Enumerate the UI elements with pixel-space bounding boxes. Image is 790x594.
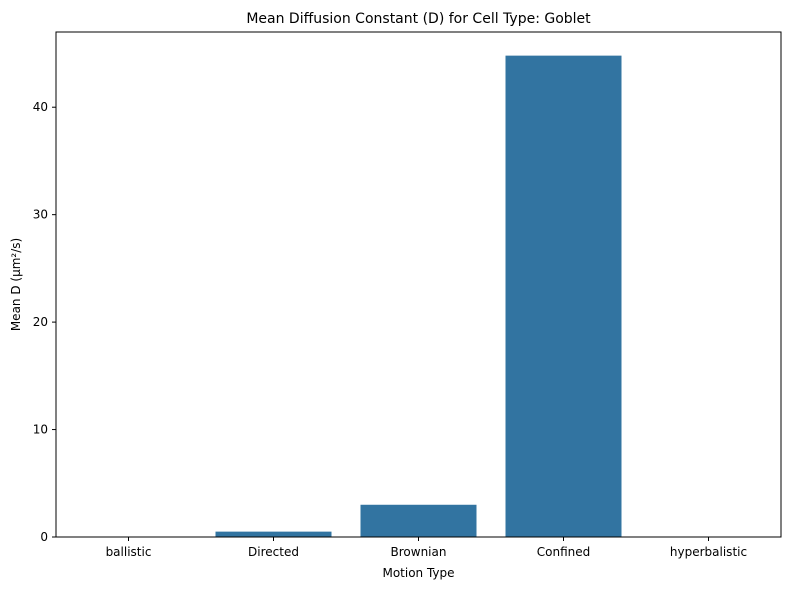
y-axis-label: Mean D (µm²/s): [9, 238, 23, 331]
y-tick-label: 10: [33, 423, 48, 437]
y-tick-label: 30: [33, 208, 48, 222]
x-tick-label: hyperbalistic: [670, 545, 747, 559]
x-tick-label: Brownian: [391, 545, 447, 559]
x-tick-label: ballistic: [106, 545, 152, 559]
y-axis: 0 10 20 30 40: [33, 100, 56, 544]
y-tick-label: 20: [33, 315, 48, 329]
x-tick-label: Directed: [248, 545, 299, 559]
y-tick-label: 40: [33, 100, 48, 114]
bars-group: [215, 55, 622, 537]
x-tick-label: Confined: [537, 545, 591, 559]
chart-title: Mean Diffusion Constant (D) for Cell Typ…: [246, 11, 591, 27]
bar-confined: [505, 55, 622, 537]
y-tick-label: 0: [40, 530, 48, 544]
x-axis-label: Motion Type: [382, 566, 454, 580]
bar-brownian: [360, 504, 477, 537]
plot-frame: [55, 31, 782, 538]
bar-directed: [215, 531, 332, 537]
x-axis: ballistic Directed Brownian Confined hyperba…: [106, 537, 747, 559]
